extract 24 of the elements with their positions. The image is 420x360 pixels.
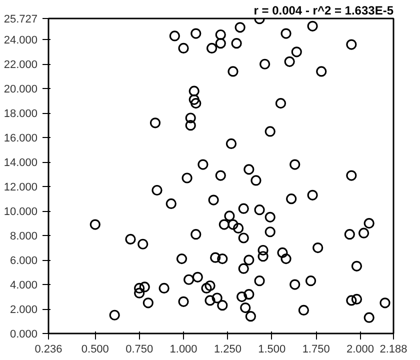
x-tick-label: 0.236 (34, 344, 62, 356)
y-tick-label: 24.000 (4, 34, 38, 47)
y-tick-label: 18.000 (4, 108, 38, 120)
x-tick-label: 0.750 (126, 344, 154, 356)
y-tick-label: 0.000 (10, 328, 38, 340)
y-tick-label: 20.000 (4, 84, 38, 96)
y-tick-label: 25.727 (4, 14, 38, 26)
y-tick-label: 4.000 (10, 280, 38, 292)
x-tick-label: 1.250 (214, 344, 242, 356)
x-tick-label: 0.500 (81, 344, 109, 356)
y-tick-label: 10.000 (4, 206, 38, 218)
y-tick-label: 16.000 (4, 132, 38, 145)
x-tick-label: 1.500 (258, 344, 286, 356)
x-tick-label: 1.750 (302, 344, 330, 356)
text: r = 0.004 - r^2 = 1.633E-5 (254, 4, 394, 18)
y-tick-label: 12.000 (4, 182, 38, 194)
x-tick-label: 1.000 (170, 344, 198, 356)
y-tick-label: 8.000 (10, 230, 38, 243)
x-tick-label: 2.188 (380, 344, 408, 356)
y-tick-label: 6.000 (10, 255, 38, 268)
y-tick-label: 14.000 (4, 157, 38, 170)
y-tick-label: 22.000 (4, 59, 38, 72)
y-tick-label: 2.000 (10, 304, 38, 316)
x-tick-label: 2.000 (346, 344, 374, 356)
